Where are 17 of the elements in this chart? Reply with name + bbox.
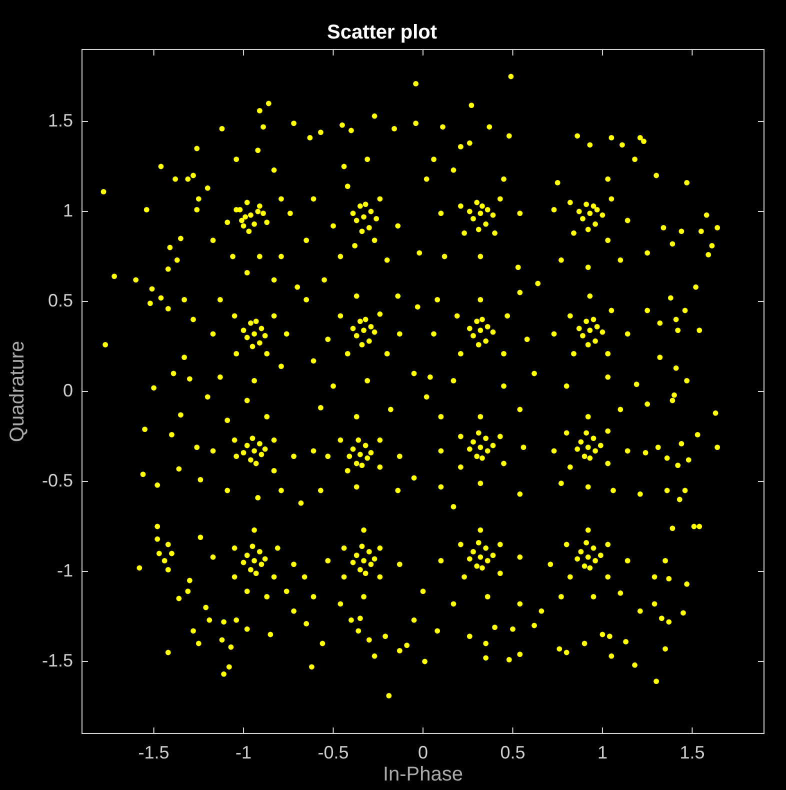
x-axis-title: In-Phase [382, 764, 464, 786]
x-tick-label: 0 [418, 742, 428, 762]
x-tick-label: -1 [236, 742, 252, 762]
x-tick-label: 0.5 [500, 742, 526, 762]
y-axis-title: Quadrature [6, 340, 29, 442]
x-tick-label: -0.5 [318, 742, 349, 762]
x-tick-label: 1.5 [680, 742, 705, 762]
x-tick-label: -1.5 [138, 742, 170, 762]
y-tick-label: 0 [62, 380, 73, 400]
y-tick-label: 1 [62, 200, 73, 220]
y-tick-label: -0.5 [42, 470, 73, 490]
y-tick-label: -1 [56, 560, 73, 580]
y-tick-label: 1.5 [48, 110, 73, 130]
y-tick-label: -1.5 [42, 650, 73, 670]
x-tick-label: 1 [597, 742, 608, 762]
y-tick-label: 0.5 [48, 290, 73, 310]
chart-title: Scatter plot [326, 22, 438, 44]
